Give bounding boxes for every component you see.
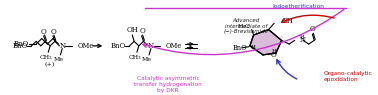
Text: Advanced
intermediate of
(−)-Brevisamide: Advanced intermediate of (−)-Brevisamide: [223, 18, 268, 34]
Text: O: O: [139, 27, 146, 35]
Text: O: O: [51, 28, 57, 36]
Text: O: O: [310, 25, 315, 33]
Text: H: H: [272, 49, 277, 54]
Text: N: N: [299, 36, 305, 44]
Text: OH: OH: [126, 27, 138, 34]
Text: N: N: [148, 42, 154, 50]
Text: OMe: OMe: [77, 42, 93, 50]
Text: BnO: BnO: [14, 40, 29, 48]
Text: O: O: [41, 28, 46, 36]
Text: O: O: [270, 51, 276, 59]
Text: BnO: BnO: [232, 44, 247, 52]
Text: CH₃: CH₃: [40, 55, 53, 60]
Text: Catalytic asymmetric
transfer hydrogenation
by DKR: Catalytic asymmetric transfer hydrogenat…: [135, 76, 202, 93]
Text: H₃C: H₃C: [237, 24, 250, 29]
Text: H: H: [250, 45, 255, 50]
Text: OH: OH: [282, 17, 293, 25]
Text: Iodoetherification: Iodoetherification: [273, 4, 325, 9]
Text: CH₃: CH₃: [129, 55, 141, 60]
Text: BnO: BnO: [13, 42, 28, 50]
Text: (+): (+): [44, 62, 54, 67]
Text: Organo-catalytic
epoxidation: Organo-catalytic epoxidation: [324, 71, 372, 82]
Text: Me: Me: [54, 57, 64, 62]
Text: BnO: BnO: [111, 42, 126, 50]
Text: Me: Me: [142, 57, 152, 62]
Text: N: N: [59, 42, 65, 50]
Polygon shape: [250, 30, 282, 55]
Text: H: H: [299, 34, 304, 40]
Text: OMe: OMe: [166, 42, 182, 50]
